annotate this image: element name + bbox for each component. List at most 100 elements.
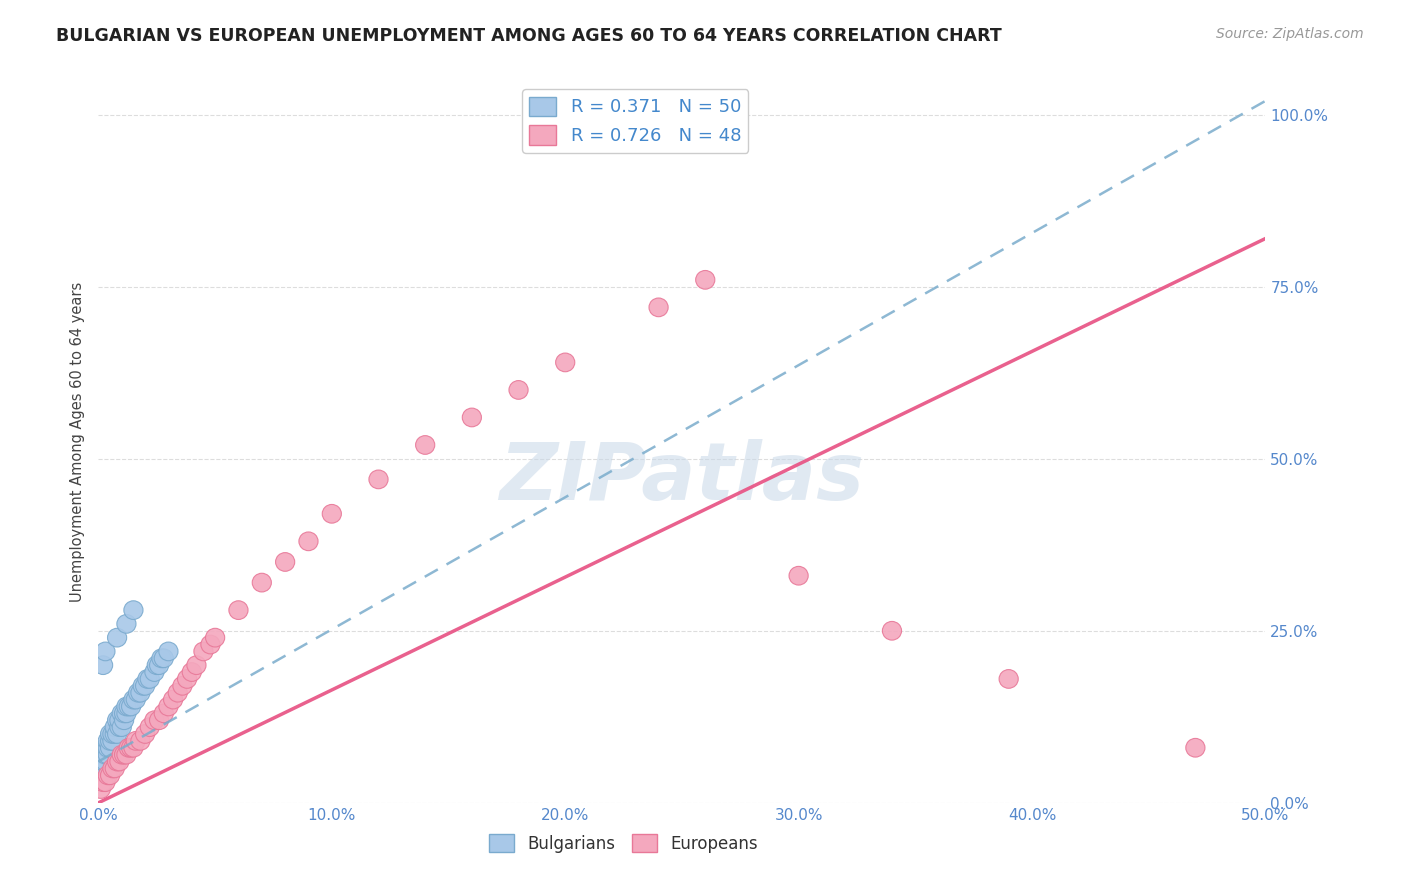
Ellipse shape	[98, 746, 117, 764]
Ellipse shape	[96, 772, 115, 791]
Ellipse shape	[276, 553, 295, 571]
Ellipse shape	[120, 698, 138, 715]
Ellipse shape	[114, 711, 134, 730]
Ellipse shape	[117, 615, 136, 633]
Ellipse shape	[138, 670, 157, 689]
Ellipse shape	[368, 470, 388, 489]
Ellipse shape	[194, 642, 214, 661]
Ellipse shape	[145, 663, 165, 681]
Ellipse shape	[650, 298, 668, 317]
Ellipse shape	[696, 270, 714, 289]
Ellipse shape	[103, 724, 122, 743]
Ellipse shape	[141, 670, 159, 689]
Ellipse shape	[103, 759, 122, 778]
Ellipse shape	[416, 435, 434, 454]
Ellipse shape	[107, 711, 127, 730]
Ellipse shape	[110, 711, 129, 730]
Ellipse shape	[183, 663, 201, 681]
Ellipse shape	[155, 704, 173, 723]
Ellipse shape	[114, 746, 134, 764]
Ellipse shape	[107, 752, 127, 771]
Ellipse shape	[91, 759, 110, 778]
Ellipse shape	[177, 670, 197, 689]
Ellipse shape	[124, 739, 143, 757]
Text: ZIPatlas: ZIPatlas	[499, 439, 865, 516]
Ellipse shape	[91, 766, 110, 785]
Ellipse shape	[98, 731, 117, 750]
Ellipse shape	[159, 698, 179, 715]
Text: Source: ZipAtlas.com: Source: ZipAtlas.com	[1216, 27, 1364, 41]
Ellipse shape	[96, 739, 115, 757]
Ellipse shape	[94, 746, 112, 764]
Ellipse shape	[94, 759, 112, 778]
Ellipse shape	[127, 690, 145, 709]
Ellipse shape	[128, 683, 148, 702]
Ellipse shape	[94, 656, 112, 674]
Ellipse shape	[299, 532, 318, 550]
Ellipse shape	[149, 711, 169, 730]
Ellipse shape	[1000, 670, 1018, 689]
Ellipse shape	[105, 724, 124, 743]
Ellipse shape	[110, 718, 129, 737]
Ellipse shape	[141, 718, 159, 737]
Ellipse shape	[100, 731, 120, 750]
Ellipse shape	[201, 635, 219, 654]
Ellipse shape	[159, 642, 179, 661]
Ellipse shape	[127, 731, 145, 750]
Ellipse shape	[509, 381, 529, 400]
Ellipse shape	[131, 683, 150, 702]
Ellipse shape	[229, 601, 247, 619]
Ellipse shape	[555, 353, 575, 372]
Ellipse shape	[100, 766, 120, 785]
Ellipse shape	[105, 718, 124, 737]
Ellipse shape	[96, 752, 115, 771]
Ellipse shape	[91, 780, 110, 798]
Ellipse shape	[789, 566, 808, 585]
Ellipse shape	[94, 752, 112, 771]
Ellipse shape	[117, 698, 136, 715]
Ellipse shape	[114, 704, 134, 723]
Ellipse shape	[322, 505, 342, 523]
Ellipse shape	[463, 409, 481, 426]
Ellipse shape	[112, 746, 131, 764]
Ellipse shape	[145, 711, 165, 730]
Ellipse shape	[131, 731, 150, 750]
Text: BULGARIAN VS EUROPEAN UNEMPLOYMENT AMONG AGES 60 TO 64 YEARS CORRELATION CHART: BULGARIAN VS EUROPEAN UNEMPLOYMENT AMONG…	[56, 27, 1002, 45]
Ellipse shape	[135, 724, 155, 743]
Ellipse shape	[169, 683, 187, 702]
Ellipse shape	[98, 766, 117, 785]
Ellipse shape	[117, 704, 136, 723]
Ellipse shape	[121, 739, 141, 757]
Ellipse shape	[112, 704, 131, 723]
Ellipse shape	[98, 739, 117, 757]
Ellipse shape	[135, 676, 155, 695]
Ellipse shape	[117, 746, 136, 764]
Ellipse shape	[134, 676, 152, 695]
Y-axis label: Unemployment Among Ages 60 to 64 years: Unemployment Among Ages 60 to 64 years	[69, 281, 84, 602]
Ellipse shape	[100, 724, 120, 743]
Ellipse shape	[1185, 739, 1205, 757]
Ellipse shape	[105, 759, 124, 778]
Ellipse shape	[124, 690, 143, 709]
Ellipse shape	[107, 628, 127, 647]
Ellipse shape	[163, 690, 183, 709]
Ellipse shape	[103, 731, 122, 750]
Ellipse shape	[152, 649, 172, 667]
Ellipse shape	[91, 752, 110, 771]
Ellipse shape	[155, 649, 173, 667]
Ellipse shape	[149, 656, 169, 674]
Ellipse shape	[252, 574, 271, 592]
Ellipse shape	[112, 718, 131, 737]
Ellipse shape	[96, 642, 115, 661]
Ellipse shape	[94, 772, 112, 791]
Ellipse shape	[124, 601, 143, 619]
Ellipse shape	[187, 656, 207, 674]
Ellipse shape	[100, 739, 120, 757]
Ellipse shape	[120, 739, 138, 757]
Ellipse shape	[148, 656, 166, 674]
Ellipse shape	[110, 752, 129, 771]
Ellipse shape	[205, 628, 225, 647]
Ellipse shape	[173, 676, 193, 695]
Ellipse shape	[96, 746, 115, 764]
Ellipse shape	[107, 724, 127, 743]
